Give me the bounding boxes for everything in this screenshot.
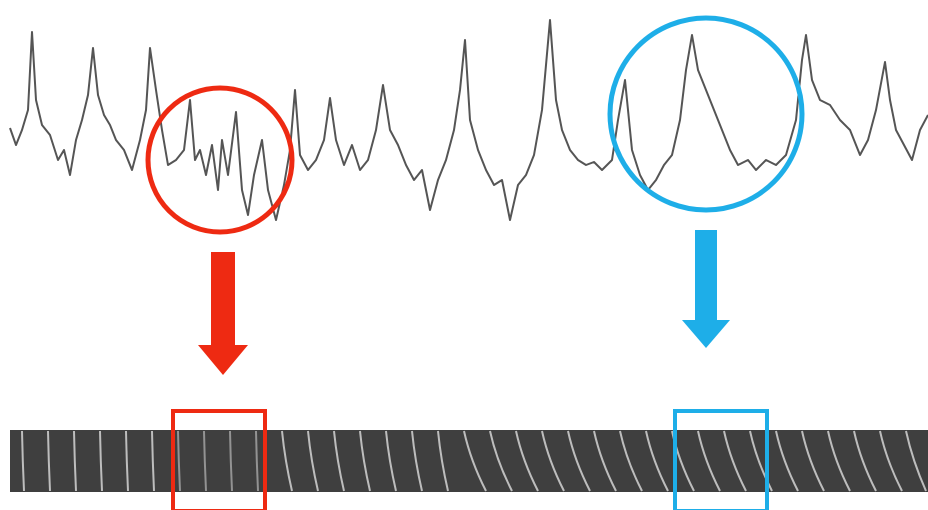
red-arrow-head xyxy=(198,345,248,375)
red-arrow-shaft xyxy=(211,252,235,346)
waveform xyxy=(10,20,928,220)
blue-arrow-shaft xyxy=(695,230,717,322)
page: (() => { const g = document.getElementBy… xyxy=(0,0,928,510)
diagram xyxy=(0,0,928,510)
blue-arrow-head xyxy=(682,320,730,348)
blue-circle xyxy=(610,18,802,210)
blue-arrow xyxy=(682,230,730,348)
red-arrow xyxy=(198,252,248,375)
image-strip xyxy=(10,430,928,492)
